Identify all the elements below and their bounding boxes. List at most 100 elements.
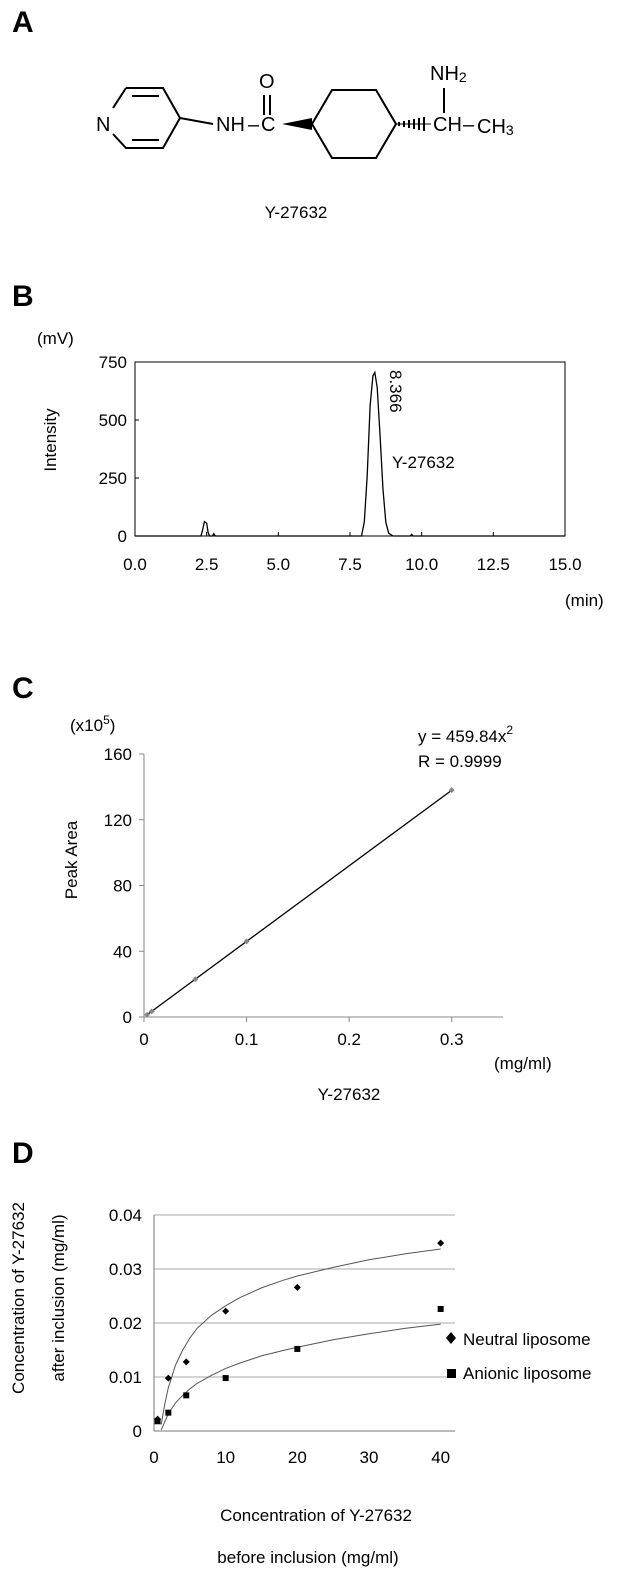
c-x-axis-label: Y-27632 (318, 1085, 381, 1104)
d-point-anionic (294, 1345, 301, 1352)
c-y-tick-label: 160 (104, 745, 132, 764)
d-x-tick-label: 10 (216, 1448, 235, 1467)
b-y-tick-label: 0 (118, 527, 127, 546)
atom-ch: CH (433, 114, 462, 136)
b-ticks: 0.0 2.5 5.0 7.5 10.0 12.5 15.0 0 250 500 750 (99, 353, 582, 574)
d-point-anionic (183, 1392, 190, 1399)
d-y-tick-label: 0.01 (109, 1368, 142, 1387)
d-y-tick-label: 0.03 (109, 1260, 142, 1279)
d-data-points (154, 1239, 445, 1425)
panel-b: B (mV) (min) Intensity 0.0 2.5 5.0 7.5 10.0 1… (12, 280, 604, 610)
d-point-neutral (222, 1307, 230, 1315)
c-x-tick-label: 0.1 (235, 1030, 259, 1049)
b-peak-retention-time: 8.366 (386, 370, 405, 413)
d-x-axis-label-line2: before inclusion (mg/ml) (217, 1548, 398, 1567)
d-x-tick-label: 30 (360, 1448, 379, 1467)
d-legend-neutral: Neutral liposome (463, 1330, 591, 1349)
atom-nh2: NH2 (430, 63, 467, 85)
b-chromatogram-trace (135, 370, 565, 537)
atom-c-carbonyl: C (261, 114, 275, 136)
compound-name: Y-27632 (265, 203, 328, 222)
atom-o: O (259, 71, 275, 93)
d-point-anionic (437, 1305, 444, 1312)
c-y-tick-label: 0 (123, 1008, 132, 1027)
panel-c: C (x105) y = 459.84x2 R = 0.9999 Peak Ar… (12, 672, 552, 1104)
b-x-tick-label: 10.0 (405, 555, 438, 574)
b-x-unit: (min) (565, 591, 604, 610)
d-legend: Neutral liposome Anionic liposome (446, 1330, 592, 1383)
d-y-tick-label: 0 (133, 1422, 142, 1441)
c-x-unit: (mg/ml) (494, 1054, 552, 1073)
dash-nh-c: – (248, 114, 260, 136)
d-point-neutral (437, 1239, 445, 1247)
b-x-tick-label: 12.5 (477, 555, 510, 574)
c-x-tick-label: 0.2 (337, 1030, 361, 1049)
pyridine-ring (112, 87, 182, 149)
c-data-point (448, 787, 455, 794)
b-plot-frame (134, 361, 566, 537)
c-y-unit: (x105) (70, 713, 115, 735)
panel-label-d: D (12, 1137, 34, 1170)
cyclohexane-ring (310, 89, 398, 159)
c-r-value: R = 0.9999 (418, 752, 502, 771)
b-x-tick-label: 15.0 (548, 555, 581, 574)
b-y-unit: (mV) (37, 329, 74, 348)
c-data-point (243, 938, 250, 945)
pyridine-ring-bond (112, 87, 127, 109)
chemical-structure (112, 87, 445, 159)
c-data-point (192, 976, 199, 983)
d-x-axis-label-line1: Concentration of Y-27632 (220, 1506, 412, 1525)
atom-ch3: CH3 (477, 116, 514, 138)
b-x-tick-label: 5.0 (267, 555, 291, 574)
c-data-point (144, 1011, 151, 1018)
d-legend-anionic: Anionic liposome (463, 1364, 592, 1383)
panel-d: D Concentration of Y-27632 after inclusi… (9, 1137, 592, 1567)
d-point-neutral (164, 1374, 172, 1382)
atom-n-ring: N (96, 114, 110, 136)
legend-square-icon (447, 1369, 456, 1378)
c-y-tick-label: 80 (113, 877, 132, 896)
hashed-bond (398, 117, 425, 131)
d-fit-curve-anionic (160, 1323, 441, 1431)
b-y-tick-label: 750 (99, 353, 127, 372)
d-point-anionic (165, 1409, 172, 1416)
legend-diamond-icon (446, 1332, 456, 1344)
d-point-anionic (154, 1418, 161, 1425)
d-x-tick-label: 0 (149, 1448, 158, 1467)
c-data-point (148, 1008, 155, 1015)
c-equation: y = 459.84x2 (418, 723, 513, 746)
d-y-axis-label-line2: after inclusion (mg/ml) (49, 1214, 68, 1381)
c-y-axis-label: Peak Area (62, 820, 81, 899)
b-peak-compound-label: Y-27632 (392, 453, 455, 472)
b-x-tick-label: 2.5 (195, 555, 219, 574)
panel-label-b: B (12, 280, 34, 313)
b-x-tick-label: 7.5 (338, 555, 362, 574)
wedge-bond (282, 118, 312, 130)
d-y-tick-label: 0.02 (109, 1314, 142, 1333)
panel-label-a: A (12, 6, 34, 39)
panel-a: A N NH (12, 6, 514, 222)
dash-ch-ch3: – (463, 114, 475, 136)
d-x-tick-label: 40 (431, 1448, 450, 1467)
c-y-tick-label: 120 (104, 811, 132, 830)
c-x-tick-label: 0.3 (440, 1030, 464, 1049)
atom-nh: NH (216, 114, 245, 136)
d-gridlines (154, 1214, 455, 1378)
b-x-tick-label: 0.0 (123, 555, 147, 574)
d-point-neutral (293, 1283, 301, 1291)
c-x-tick-label: 0 (139, 1030, 148, 1049)
bond-ring-nh (179, 117, 214, 125)
b-y-tick-label: 250 (99, 469, 127, 488)
c-fit-line (146, 789, 453, 1016)
c-y-tick-label: 40 (113, 942, 132, 961)
d-point-anionic (222, 1375, 229, 1382)
c-ticks: 0 0.1 0.2 0.3 0 40 80 120 160 (104, 745, 464, 1049)
d-fit-curve-neutral (160, 1248, 441, 1425)
panel-label-c: C (12, 672, 34, 705)
d-x-tick-label: 20 (288, 1448, 307, 1467)
d-ticks: 0 0.01 0.02 0.03 0.04 0 10 20 30 40 (109, 1206, 450, 1467)
c-data-points (144, 787, 455, 1018)
d-y-axis-label-line1: Concentration of Y-27632 (9, 1202, 28, 1394)
d-y-tick-label: 0.04 (109, 1206, 142, 1225)
